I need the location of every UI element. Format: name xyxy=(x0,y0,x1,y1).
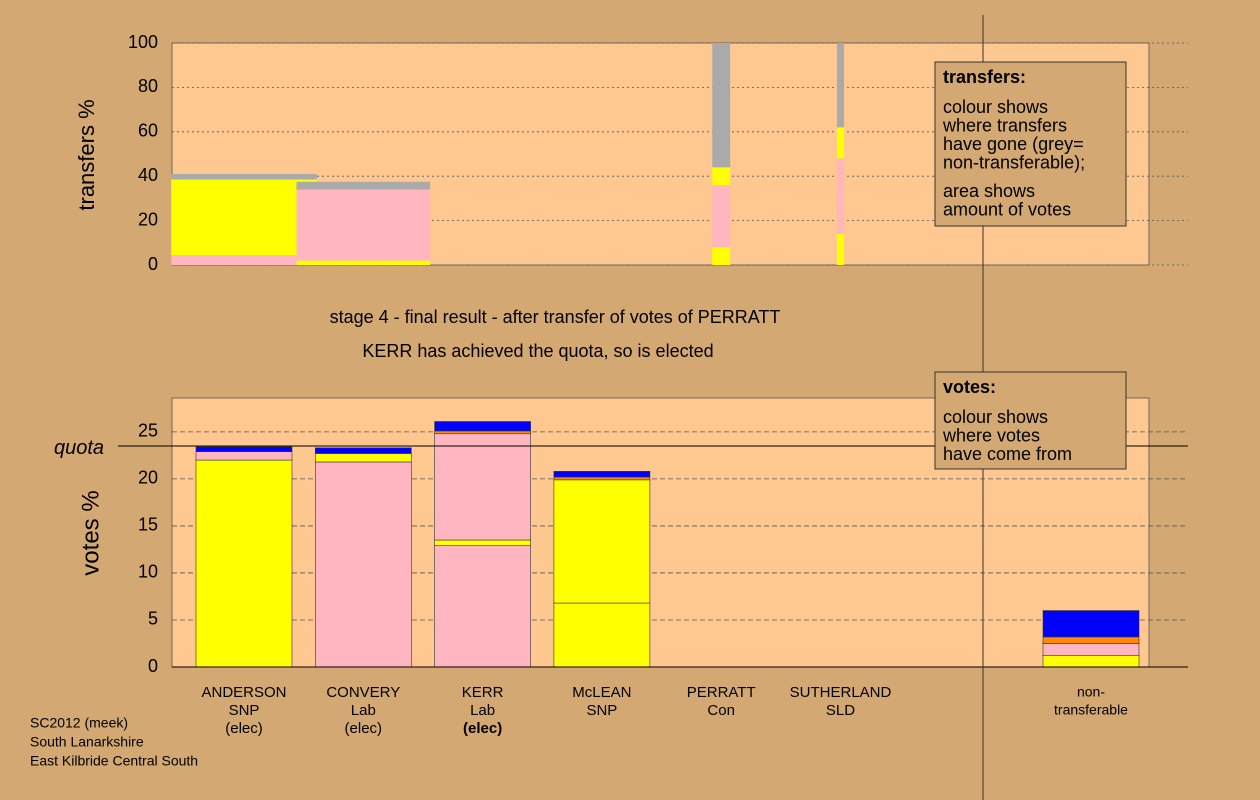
bar-segment xyxy=(195,459,293,668)
bar-segment xyxy=(712,185,731,248)
bar-segment xyxy=(296,189,431,261)
y-tick-label: 40 xyxy=(138,165,158,185)
bar-segment xyxy=(314,447,412,454)
bar-segment xyxy=(1042,643,1140,657)
x-tick-label: Con xyxy=(707,702,735,719)
y-tick-label: 60 xyxy=(138,121,158,141)
x-tick-label: McLEAN xyxy=(572,684,631,701)
legend-text: have gone (grey= xyxy=(943,134,1084,154)
x-tick-label: SUTHERLAND xyxy=(790,684,892,701)
bar-segment xyxy=(195,446,293,452)
y-axis-label: votes % xyxy=(77,490,104,575)
bar-segment xyxy=(553,476,651,481)
bar-segment xyxy=(314,453,412,463)
x-tick-label: SNP xyxy=(586,702,617,719)
bar-segment xyxy=(712,167,731,186)
bar-segment xyxy=(712,247,731,265)
legend-text: where votes xyxy=(942,425,1040,445)
x-tick-label: Lab xyxy=(470,702,495,719)
bar-segment xyxy=(434,430,531,435)
bar-segment xyxy=(836,158,845,234)
y-tick-label: 5 xyxy=(148,609,158,629)
title: stage 4 - final result - after transfer … xyxy=(330,307,781,327)
x-tick-label: (elec) xyxy=(225,720,263,737)
bar-segment xyxy=(296,260,431,265)
y-tick-label: 10 xyxy=(138,562,158,582)
y-axis-label: transfers % xyxy=(74,99,99,210)
y-tick-label: 80 xyxy=(138,76,158,96)
bar-segment xyxy=(1042,610,1140,638)
footer-text: South Lanarkshire xyxy=(30,734,144,750)
y-tick-label: 100 xyxy=(128,32,158,52)
legend-box xyxy=(934,61,1127,227)
bar-segment xyxy=(171,173,317,180)
bar-segment xyxy=(434,433,531,541)
legend-text: area shows xyxy=(943,181,1035,201)
bar-segment xyxy=(296,181,431,190)
quota-label: quota xyxy=(54,437,104,459)
bar-segment xyxy=(434,539,531,546)
legend-title: votes: xyxy=(943,377,996,397)
bar-segment xyxy=(553,471,651,478)
x-tick-label: transferable xyxy=(1054,702,1128,718)
legend-text: colour shows xyxy=(943,97,1048,117)
bar-segment xyxy=(195,451,293,461)
bar-segment xyxy=(434,545,531,668)
x-tick-label: SLD xyxy=(826,702,855,719)
bar-segment xyxy=(314,461,412,668)
legend-text: non-transferable); xyxy=(943,152,1085,172)
legend-text: amount of votes xyxy=(943,199,1071,219)
x-tick-label: non- xyxy=(1077,684,1105,700)
legend-title: transfers: xyxy=(943,67,1026,87)
legend-box xyxy=(934,371,1127,470)
x-tick-label: ANDERSON xyxy=(201,684,286,701)
legend-text: where transfers xyxy=(942,115,1067,135)
x-tick-label: KERR xyxy=(462,684,504,701)
legend-text: colour shows xyxy=(943,407,1048,427)
bar-segment xyxy=(836,127,845,159)
y-tick-label: 20 xyxy=(138,209,158,229)
bar-segment xyxy=(1042,655,1140,668)
subtitle: KERR has achieved the quota, so is elect… xyxy=(362,341,713,361)
x-tick-label: Lab xyxy=(351,702,376,719)
x-tick-label: PERRATT xyxy=(687,684,756,701)
y-tick-label: 20 xyxy=(138,468,158,488)
x-tick-label: CONVERY xyxy=(326,684,400,701)
bar-segment xyxy=(553,602,651,668)
x-tick-label: (elec) xyxy=(345,720,383,737)
bar-segment xyxy=(836,233,845,265)
y-tick-label: 0 xyxy=(148,656,158,676)
y-tick-label: 15 xyxy=(138,515,158,535)
y-tick-label: 0 xyxy=(148,254,158,274)
bar-segment xyxy=(836,43,845,128)
bar-segment xyxy=(171,179,317,256)
footer-text: SC2012 (meek) xyxy=(30,715,128,731)
legend-text: have come from xyxy=(943,444,1072,464)
bar-segment xyxy=(712,43,731,168)
marks: quota xyxy=(54,43,1188,668)
y-tick-label: 25 xyxy=(138,421,158,441)
x-tick-label: SNP xyxy=(229,702,260,719)
bar-segment xyxy=(553,479,651,604)
bar-segment xyxy=(171,255,317,265)
footer-text: East Kilbride Central South xyxy=(30,753,198,769)
x-tick-label: (elec) xyxy=(463,720,502,737)
bar-segment xyxy=(1042,636,1140,644)
bar-segment xyxy=(434,421,531,432)
